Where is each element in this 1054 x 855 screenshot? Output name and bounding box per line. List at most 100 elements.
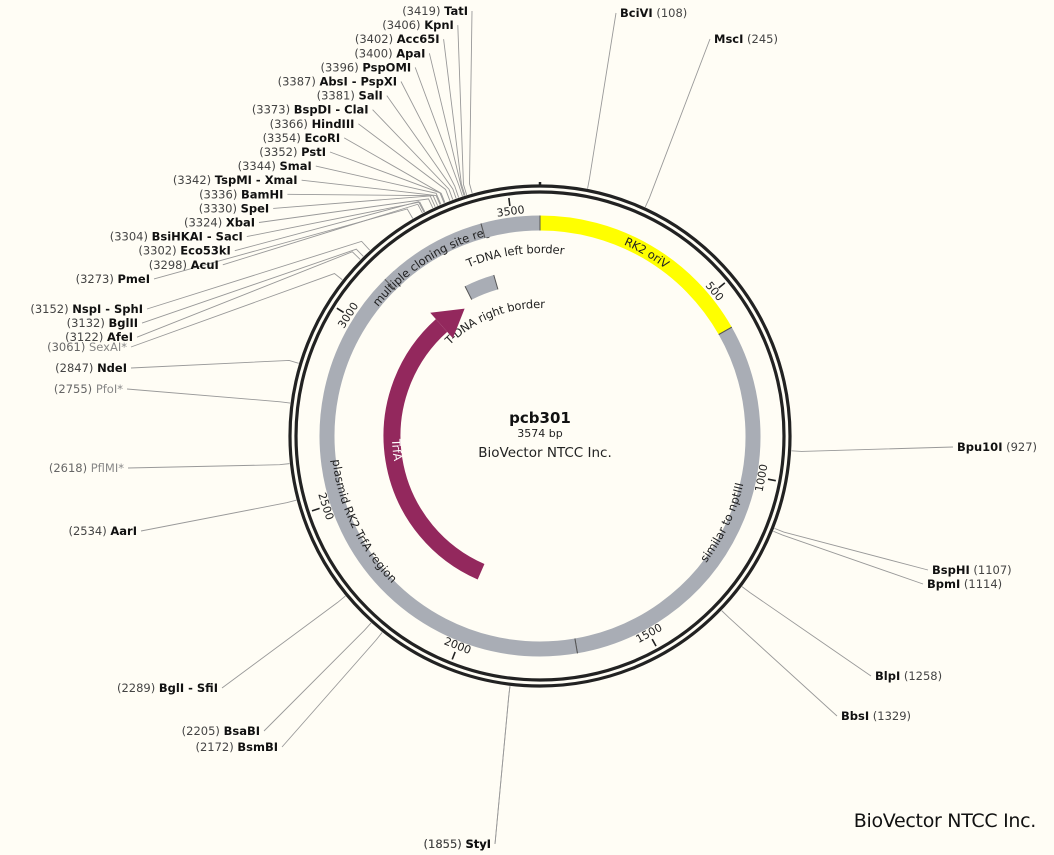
leader-line [400,81,460,198]
site-position: (3402) [355,32,397,46]
leader-line [428,53,465,196]
site-name: TatI [444,4,468,18]
site-name: Acc65I [397,32,440,46]
leader-line [721,610,838,717]
feature-boundary [464,285,473,300]
feature-arc [481,215,541,239]
site-acui: (3298) AcuI [149,258,219,272]
leader-line [644,38,711,208]
site-position: (2618) [49,461,91,475]
site-label: (1855) StyI [424,837,491,851]
site-label: (3352) PstI [259,145,326,159]
footer-brand: BioVector NTCC Inc. [853,810,1037,832]
site-name: BbsI [841,709,869,723]
leader-line [221,595,346,689]
site-labels: (3419) TatI(3406) KpnI(3402) Acc65I(3400… [30,4,1037,851]
leader-line [329,151,445,204]
site-label: (3400) ApaI [354,46,425,60]
site-position: (3387) [278,75,320,89]
site-styi: (1855) StyI [424,837,491,851]
site-position: (3400) [354,46,396,60]
site-smai: (3344) SmaI [238,159,312,173]
site-name: BsaBI [224,724,260,738]
site-position: (927) [1002,440,1037,454]
site-label: (3324) XbaI [184,216,255,230]
site-psti: (3352) PstI [259,145,326,159]
site-position: (3342) [173,173,215,187]
site-position: (108) [653,6,688,20]
site-position: (3396) [320,60,362,74]
trfa-arrow-body [383,319,485,580]
site-name: PstI [301,145,326,159]
site-pspomi: (3396) PspOMI [320,60,411,74]
leader-line [153,208,414,280]
site-position: (3419) [402,4,444,18]
site-name: ApaI [396,46,425,60]
site-position: (3381) [317,89,359,103]
feature-boundary [574,638,578,654]
site-position: (3152) [30,302,72,316]
feature-label: TrfA [389,438,405,462]
feature-arc [319,271,578,657]
site-position: (1329) [869,709,911,723]
leader-line [246,201,426,238]
site-label: (3273) PmeI [76,272,150,286]
site-label: (3419) TatI [402,4,468,18]
site-sali: (3381) SalI [317,89,383,103]
site-position: (3122) [65,330,107,344]
site-label: (3366) HindIII [270,117,355,131]
site-position: (3132) [67,316,109,330]
site-label: (3342) TspMI - XmaI [173,173,298,187]
site-hindiii: (3366) HindIII [270,117,355,131]
site-name: BamHI [241,187,283,201]
site-position: (2205) [182,724,224,738]
site-label: (3132) BglII [67,316,138,330]
site-position: (3324) [184,216,226,230]
site-name: PfoI* [96,382,123,396]
site-bspdi-clai: (3373) BspDI - ClaI [252,103,369,117]
leader-line [222,203,423,266]
site-name: PmeI [118,272,151,286]
site-position: (1114) [960,577,1002,591]
site-position: (3061) [47,340,89,354]
site-label: BciVI (108) [620,6,687,20]
site-label: (3152) NspI - SphI [30,302,143,316]
inner-ring [294,190,786,682]
site-bpu10i: Bpu10I (927) [957,440,1037,454]
site-label: BspHI (1107) [932,563,1012,577]
site-label: (3061) SexAI* [47,340,127,354]
site-sexai: (3061) SexAI* [47,340,127,354]
site-position: (2172) [195,740,237,754]
site-position: (3373) [252,103,294,117]
site-afei: (3122) AfeI [65,330,133,344]
leader-line [443,39,466,196]
site-label: (3302) Eco53kI [138,244,230,258]
tick-mark [767,478,776,482]
leader-line [774,527,929,571]
site-name: BciVI [620,6,653,20]
site-apai: (3400) ApaI [354,46,425,60]
site-position: (1258) [900,669,942,683]
site-nspi-sphi: (3152) NspI - SphI [30,302,143,316]
feature-arc [574,327,761,654]
site-name: SmaI [279,159,311,173]
site-name: BspHI [932,563,970,577]
leader-line [301,179,441,205]
site-position: (3344) [238,159,280,173]
site-bsmbi: (2172) BsmBI [195,740,278,754]
site-bglii: (3132) BglII [67,316,138,330]
site-bgli-sfii: (2289) BglI - SfiI [117,681,218,695]
leader-line [343,137,446,203]
site-name: KpnI [424,18,454,32]
site-blpi: BlpI (1258) [875,669,942,683]
tick-label: 3500 [496,203,525,220]
site-name: XbaI [226,216,255,230]
leader-line [258,198,434,223]
leader-line [140,499,297,532]
site-bamhi: (3336) BamHI [199,187,283,201]
leader-line [146,240,371,310]
site-name: StyI [465,837,491,851]
site-spei: (3330) SpeI [199,201,270,215]
feature-label: RK2 oriV [623,234,673,271]
leader-line [263,622,372,732]
